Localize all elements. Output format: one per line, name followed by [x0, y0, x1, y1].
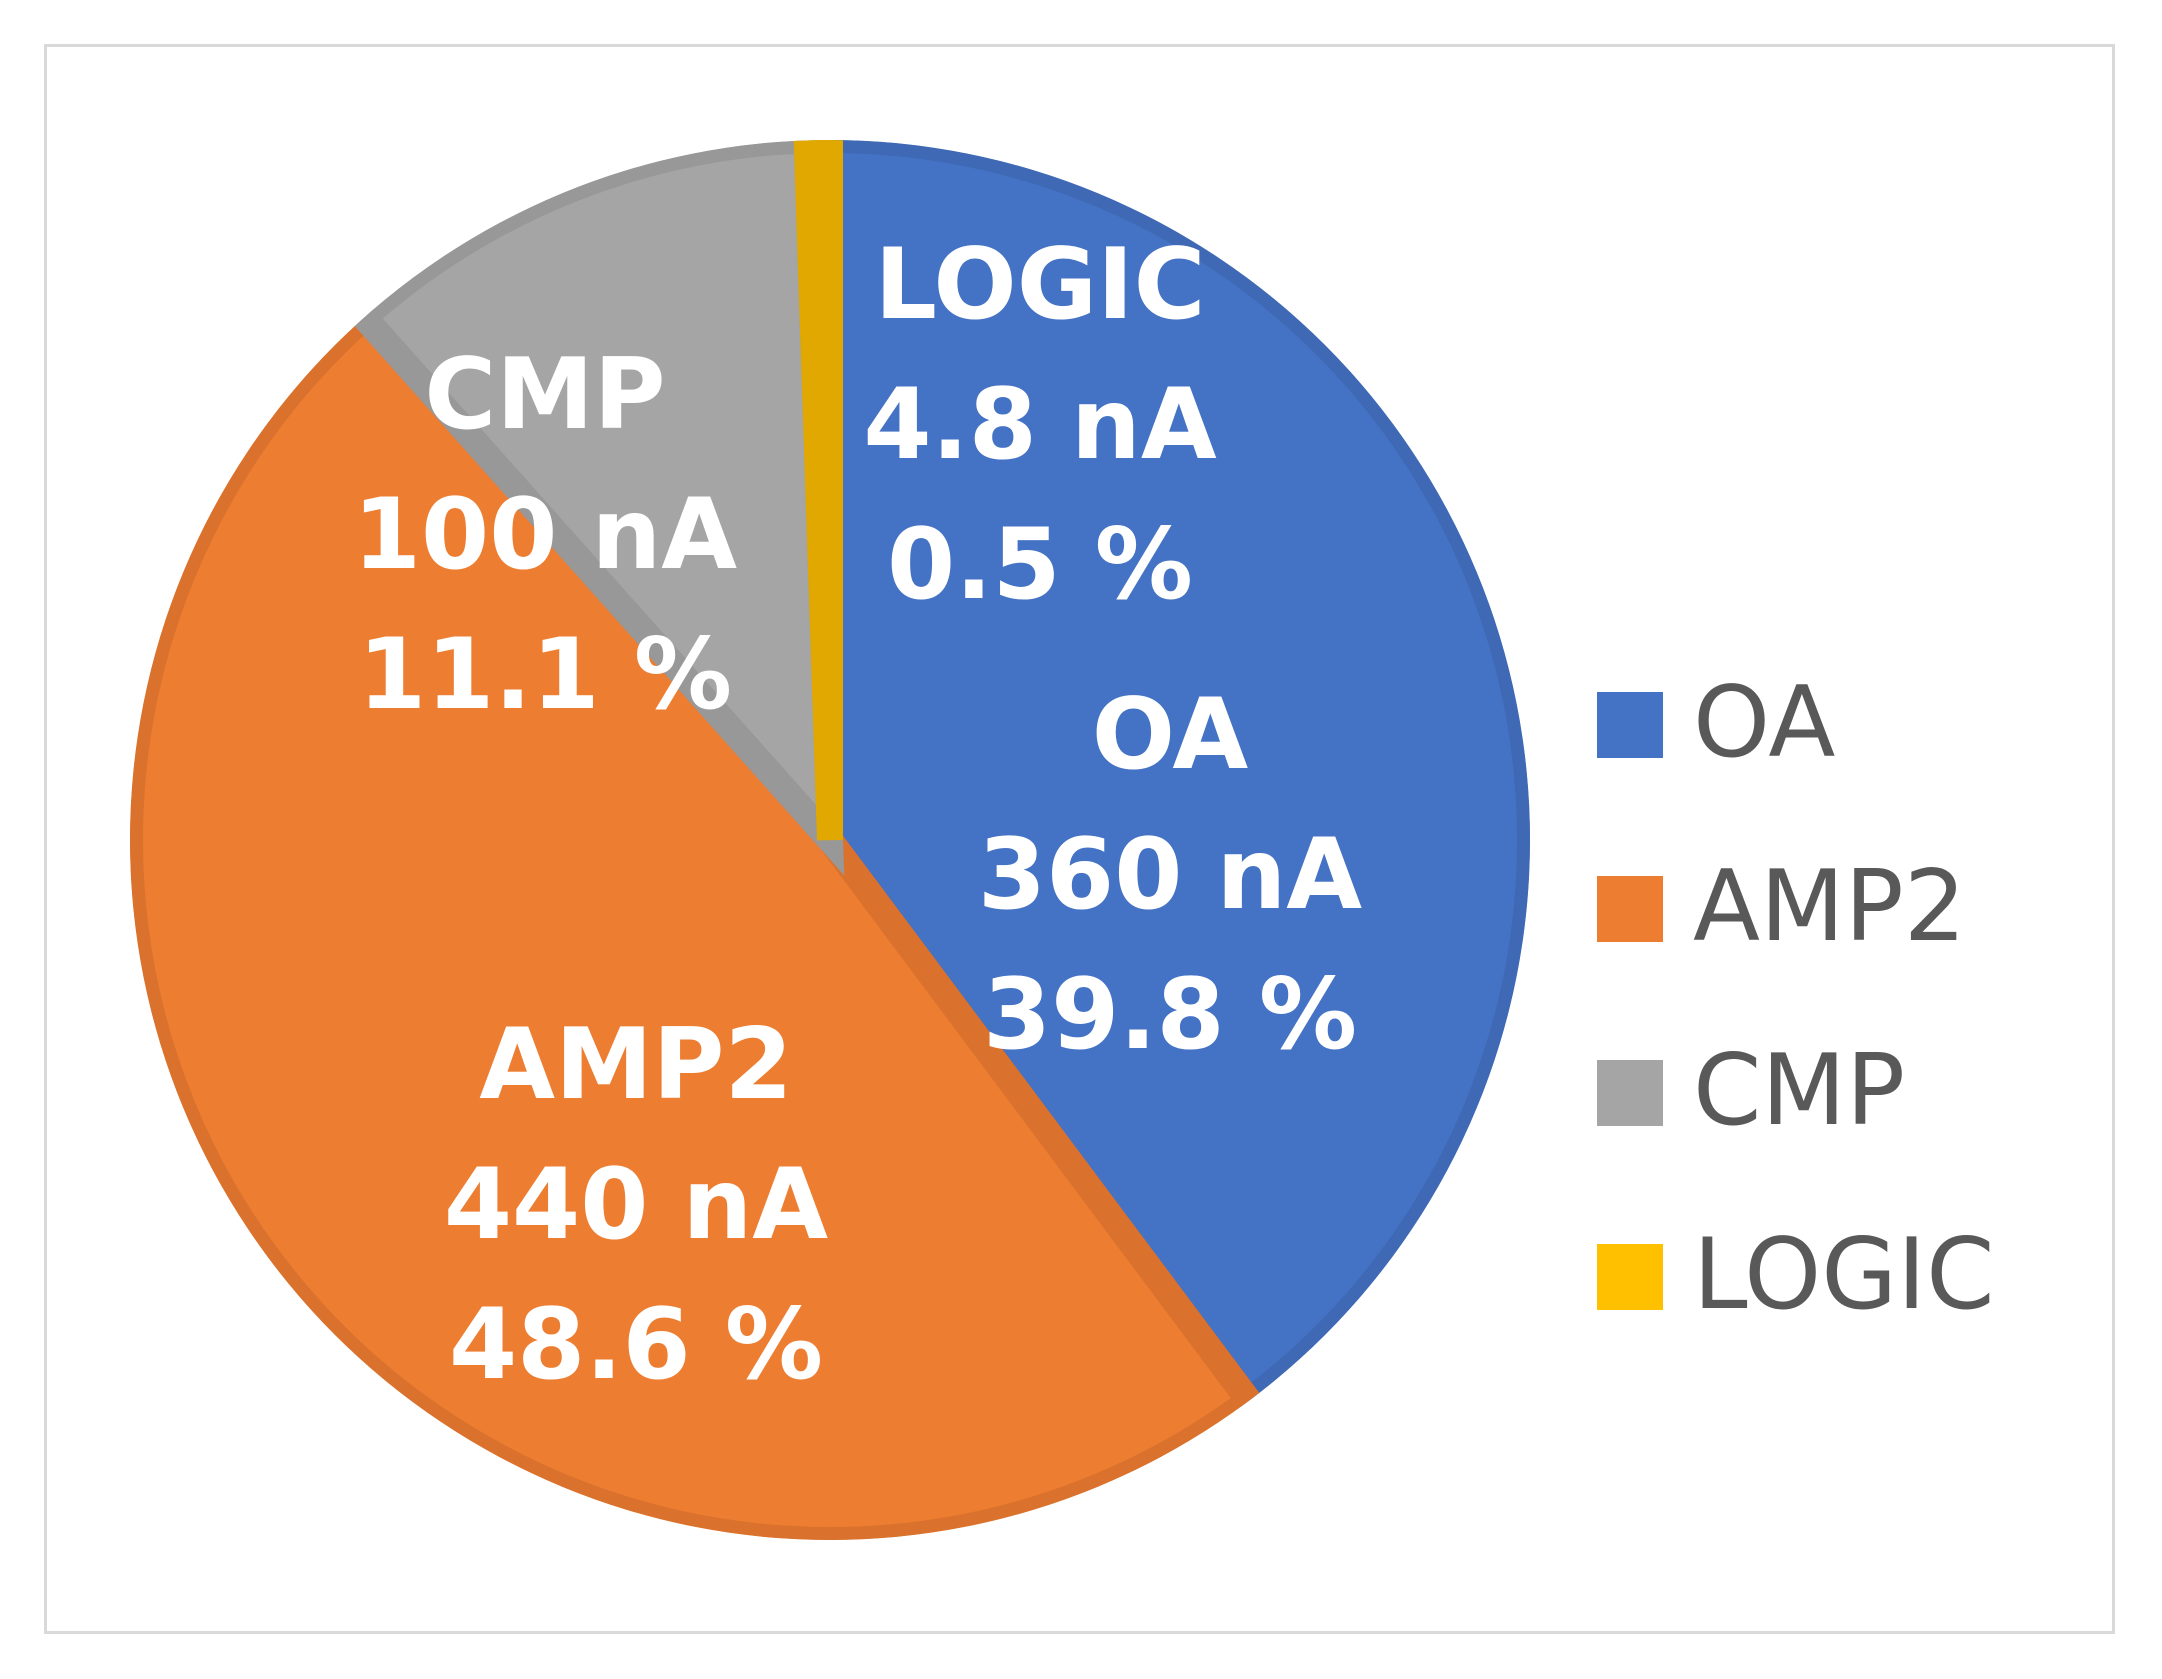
legend-swatch [1597, 1244, 1663, 1310]
legend-swatch [1597, 692, 1663, 758]
data-label-percent: 48.6 % [449, 1288, 823, 1402]
pie-slice-cmp [346, 140, 845, 876]
data-label-percent: 39.8 % [983, 958, 1357, 1072]
pie-slices [130, 140, 1530, 1540]
legend: OA AMP2 CMP LOGIC [1597, 666, 1995, 1332]
legend-label: AMP2 [1693, 850, 1966, 964]
data-label-amp2: AMP2 440 nA 48.6 % [444, 1008, 828, 1402]
legend-label: LOGIC [1693, 1218, 1995, 1332]
data-label-value: 360 nA [978, 818, 1362, 932]
pie-data-labels: OA 360 nA 39.8 % AMP2 440 nA 48.6 % CMP 100 nA 1… [353, 228, 1362, 1402]
legend-swatch [1597, 1060, 1663, 1126]
data-label-name: CMP [424, 338, 665, 452]
legend-swatch [1597, 876, 1663, 942]
legend-label: CMP [1693, 1034, 1905, 1148]
legend-entry-amp2: AMP2 [1597, 850, 1966, 964]
legend-label: OA [1693, 666, 1835, 780]
data-label-cmp: CMP 100 nA 11.1 % [353, 338, 737, 732]
data-label-logic: LOGIC 4.8 nA 0.5 % [863, 228, 1216, 622]
data-label-percent: 11.1 % [358, 618, 732, 732]
legend-entry-logic: LOGIC [1597, 1218, 1995, 1332]
pie-slice-logic [793, 140, 843, 841]
data-label-value: 100 nA [353, 478, 737, 592]
legend-entry-oa: OA [1597, 666, 1835, 780]
data-label-oa: OA 360 nA 39.8 % [978, 678, 1362, 1072]
data-label-value: 440 nA [444, 1148, 828, 1262]
legend-entry-cmp: CMP [1597, 1034, 1905, 1148]
data-label-percent: 0.5 % [887, 508, 1193, 622]
data-label-name: AMP2 [479, 1008, 792, 1122]
data-label-name: LOGIC [874, 228, 1205, 342]
data-label-name: OA [1092, 678, 1249, 792]
data-label-value: 4.8 nA [863, 368, 1216, 482]
